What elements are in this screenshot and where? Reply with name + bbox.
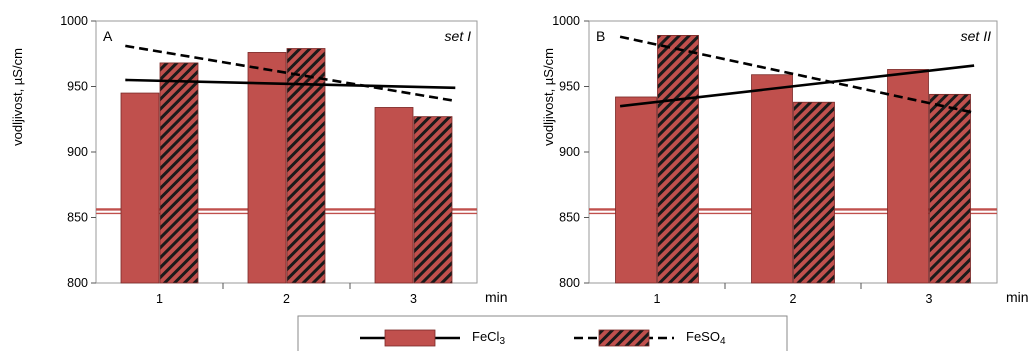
bar-fecl3-2 (247, 52, 287, 284)
y-tick-label: 850 (67, 211, 88, 225)
bar-fecl3-3 (374, 107, 414, 284)
legend-label: FeCl3 (472, 329, 505, 347)
y-tick-label: 950 (67, 80, 88, 94)
set-label: set I (445, 28, 472, 44)
trendline-fecl3 (619, 64, 975, 108)
panel-label: B (596, 28, 605, 44)
bar-fecl3-1 (615, 96, 657, 284)
x-tick-label: 3 (410, 292, 417, 306)
legend: FeCl3 FeSO4 (297, 315, 788, 351)
bar-feso4-3 (929, 93, 971, 284)
bar-fecl3-1 (120, 92, 160, 284)
x-tick-label: 2 (790, 292, 797, 306)
bar-feso4-2 (793, 101, 835, 284)
x-tick-label: 3 (926, 292, 933, 306)
panel-label: A (103, 28, 113, 44)
chart-panel-b: 800 850 900 950 1000 1 2 3 B set II vodljivost, µS… (541, 14, 1029, 306)
x-tick-label: 2 (283, 292, 290, 306)
x-axis-label: min (485, 289, 508, 305)
y-axis-label: vodljivost, µS/cm (541, 48, 556, 146)
y-tick-label: 800 (67, 276, 88, 290)
legend-label-subscript: 3 (499, 336, 505, 347)
x-tick-label: 1 (156, 292, 163, 306)
y-tick-label: 1000 (60, 14, 88, 28)
bar-feso4-2 (286, 48, 326, 284)
y-tick-label: 800 (559, 276, 580, 290)
bar-fecl3-2 (751, 74, 793, 284)
set-label: set II (961, 28, 991, 44)
x-tick-label: 1 (654, 292, 661, 306)
y-tick-label: 850 (559, 211, 580, 225)
bar-feso4-1 (159, 62, 199, 284)
trendline-fecl3 (125, 78, 456, 90)
x-axis-label: min (1006, 289, 1029, 305)
trendline-feso4 (619, 35, 975, 114)
chart-panel-a: 800 850 900 950 1000 1 2 3 A set I vodljivost, µS/… (10, 14, 508, 306)
legend-box (297, 315, 788, 351)
y-tick-label: 950 (559, 80, 580, 94)
legend-swatch-1 (384, 329, 436, 347)
bar-feso4-3 (413, 116, 453, 284)
bar-feso4-1 (657, 35, 699, 284)
y-tick-label: 900 (559, 145, 580, 159)
legend-label-subscript: 4 (720, 336, 726, 347)
legend-swatch-2 (598, 329, 650, 347)
bar-fecl3-3 (887, 69, 929, 284)
legend-label: FeSO4 (686, 329, 726, 347)
y-tick-label: 900 (67, 145, 88, 159)
y-tick-label: 1000 (552, 14, 580, 28)
y-axis-label: vodljivost, µS/cm (10, 48, 25, 146)
